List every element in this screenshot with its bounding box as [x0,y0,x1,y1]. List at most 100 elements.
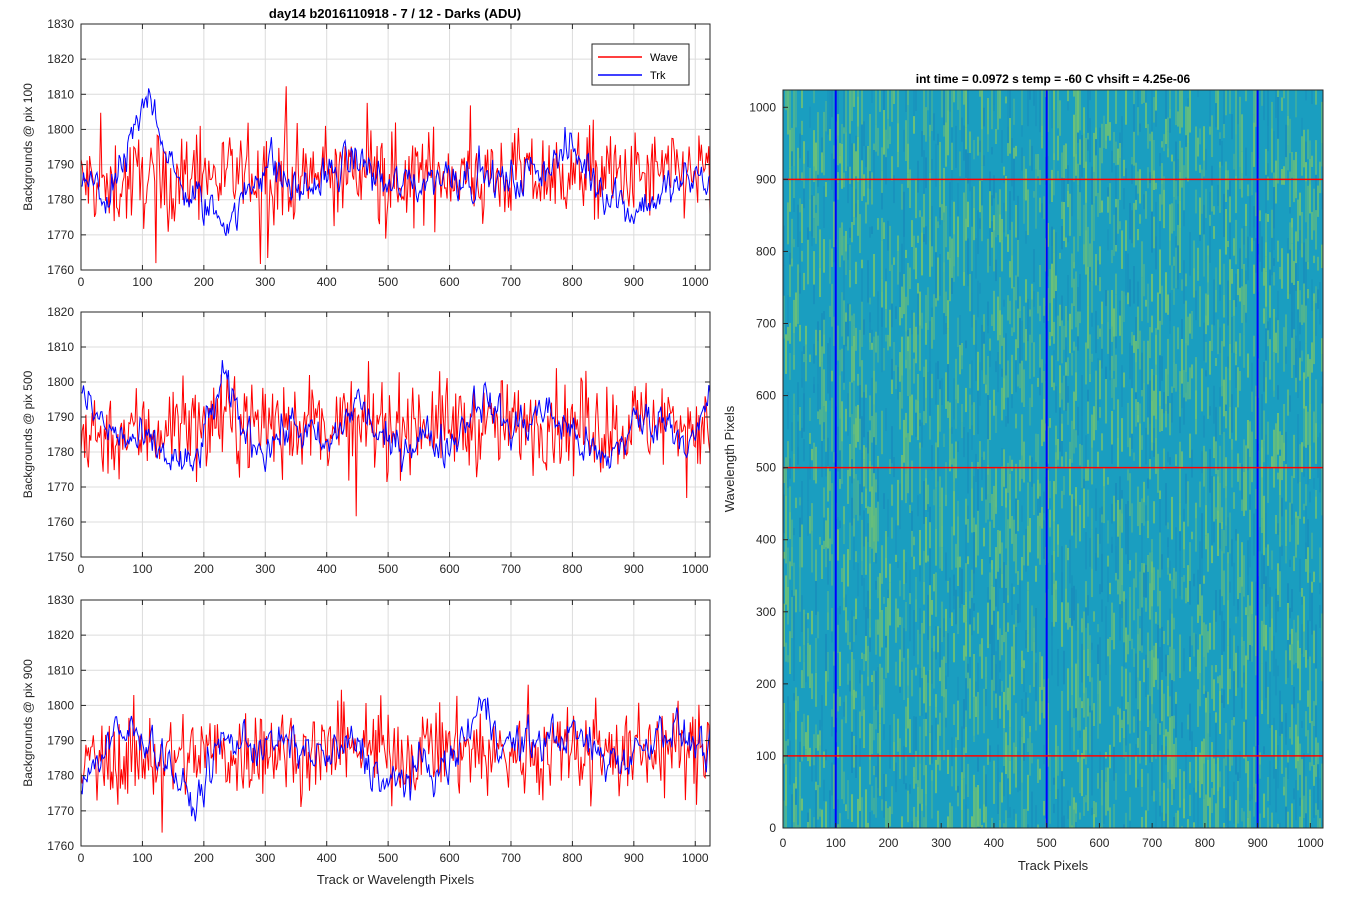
heatmap-streak [1267,565,1269,605]
heatmap-streak [1111,355,1113,378]
heatmap-streak [1299,797,1301,806]
heatmap-streak [789,252,791,265]
heatmap-streak [1017,499,1019,532]
heatmap-streak [903,292,905,315]
heatmap-streak [927,287,929,330]
heatmap-streak [893,714,895,742]
heatmap-streak [863,445,865,460]
heatmap-streak [1297,761,1299,791]
heatmap-streak [1077,287,1079,312]
heatmap-streak [1121,548,1123,585]
heatmap-streak [1025,279,1027,303]
heatmap-streak [1067,800,1069,819]
heatmap-streak [1003,337,1005,379]
heatmap-streak [1143,383,1145,422]
heatmap-streak [1251,469,1253,483]
heatmap-streak [787,547,789,587]
heatmap-streak [1235,800,1237,828]
heatmap-streak [853,217,855,225]
heatmap-streak [1067,275,1069,321]
heatmap-streak [949,577,951,618]
heatmap-streak [1273,717,1275,743]
heatmap-streak [1157,624,1159,659]
heatmap-streak [955,543,957,568]
x-tick-label: 0 [78,562,85,576]
heatmap-streak [861,175,863,201]
heatmap-streak [945,494,947,507]
heatmap-streak [1011,394,1013,409]
x-tick-label: 100 [132,275,152,289]
heatmap-streak [1145,299,1147,307]
heatmap-streak [923,234,925,242]
heatmap-streak [1255,783,1257,803]
heatmap-streak [1101,123,1103,164]
heatmap-streak [963,605,965,623]
heatmap-streak [965,90,967,128]
heatmap-streak [1145,731,1147,766]
heatmap-streak [1087,139,1089,151]
heatmap-streak [797,204,799,247]
heatmap-streak [1023,809,1025,828]
heatmap-streak [805,732,807,749]
heatmap-streak [1047,470,1049,509]
heatmap-streak [1207,733,1209,760]
heatmap-streak [1219,387,1221,407]
heatmap-streak [1099,826,1101,828]
heatmap-streak [1107,229,1109,251]
heatmap-streak [867,660,869,677]
heatmap-streak [1101,522,1103,554]
heatmap-streak [1205,370,1207,377]
heatmap-streak [1243,264,1245,305]
heatmap-streak [1211,185,1213,212]
heatmap-streak [1121,386,1123,407]
heatmap-streak [1109,183,1111,224]
heatmap-streak [1175,571,1177,599]
heatmap-streak [947,580,949,593]
heatmap-streak [1113,336,1115,371]
heatmap-streak [1093,611,1095,622]
heatmap-streak [1229,380,1231,407]
heatmap-streak [791,151,793,167]
heatmap-streak [1147,478,1149,489]
heatmap-streak [865,145,867,168]
heatmap-streak [925,765,927,795]
heatmap-streak [987,238,989,273]
heatmap-streak [1151,539,1153,552]
heatmap-streak [1017,308,1019,349]
heatmap-streak [837,529,839,561]
heatmap-streak [1165,118,1167,144]
heatmap-streak [1035,805,1037,828]
heatmap-streak [1089,334,1091,360]
heatmap-streak [789,458,791,479]
heatmap-streak [1253,335,1255,357]
heatmap-streak [817,112,819,133]
heatmap-streak [1071,319,1073,330]
heatmap-streak [951,806,953,828]
heatmap-streak [1133,131,1135,166]
heatmap-streak [1097,451,1099,469]
heatmap-streak [923,550,925,582]
heatmap-streak [993,215,995,231]
heatmap-streak [879,90,881,112]
x-tick-label: 700 [501,562,521,576]
x-tick-label: 300 [931,836,951,850]
heatmap-streak [1089,537,1091,567]
heatmap-streak [1027,298,1029,342]
heatmap-streak [1267,544,1269,566]
heatmap-streak [1245,90,1247,102]
heatmap-streak [971,816,973,828]
heatmap-streak [1137,281,1139,307]
heatmap-streak [951,737,953,767]
heatmap-streak [1053,521,1055,551]
heatmap-streak [1261,663,1263,701]
heatmap-streak [1063,202,1065,241]
heatmap-streak [803,661,805,689]
heatmap-streak [871,377,873,416]
heatmap-streak [799,497,801,506]
heatmap-streak [931,159,933,171]
heatmap-streak [1155,201,1157,237]
heatmap-streak [1175,236,1177,248]
heatmap-streak [1295,335,1297,349]
heatmap-streak [1217,806,1219,828]
heatmap-streak [1295,263,1297,291]
